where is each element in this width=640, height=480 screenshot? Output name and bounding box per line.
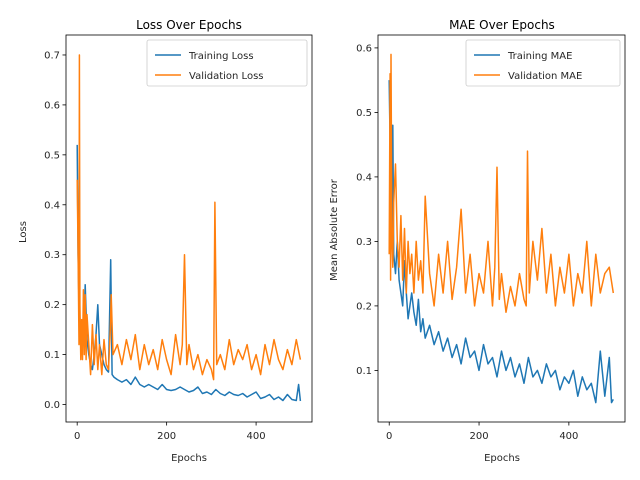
loss-y-tick-label: 0.6 (44, 100, 60, 111)
mae-axes-frame (377, 34, 626, 423)
loss-legend-label: Training Loss (188, 51, 254, 62)
loss-x-tick-label: 200 (157, 431, 176, 442)
loss-series-line-1 (76, 54, 302, 381)
loss-series-line-0 (76, 144, 302, 402)
mae-chart-title: MAE Over Epochs (449, 18, 555, 32)
mae-x-tick-label: 400 (559, 431, 578, 442)
loss-y-tick-label: 0.4 (44, 200, 60, 211)
loss-subplot: Loss Over Epochs Epochs Loss 0 200 4000.00… (18, 18, 313, 464)
loss-x-axis-label: Epochs (171, 453, 207, 464)
loss-y-tick-label: 0.3 (44, 250, 60, 261)
loss-y-tick-label: 0.2 (44, 300, 60, 311)
mae-x-tick-label: 0 (386, 431, 392, 442)
loss-y-tick-label: 0.1 (44, 350, 60, 361)
loss-chart-title: Loss Over Epochs (136, 18, 242, 32)
loss-legend-label: Validation Loss (189, 71, 264, 82)
mae-series-line-1 (388, 53, 615, 314)
mae-series-line-0 (388, 80, 614, 404)
mae-subplot: MAE Over Epochs Epochs Mean Absolute Err… (329, 18, 626, 464)
mae-y-tick-label: 0.6 (356, 43, 372, 54)
loss-ticks: 0 200 400 0.0 0.1 0.2 0.3 0.4 0.5 0.6 0.7 (44, 50, 266, 442)
loss-legend: Training Loss Validation Loss (146, 39, 308, 87)
loss-y-tick-label: 0.7 (44, 50, 60, 61)
mae-y-tick-label: 0.5 (356, 108, 372, 119)
loss-legend-box (146, 39, 308, 87)
mae-legend-label: Training MAE (507, 51, 572, 62)
loss-y-tick-label: 0.0 (44, 400, 60, 411)
mae-y-tick-label: 0.3 (356, 237, 372, 248)
loss-y-axis-label: Loss (18, 221, 29, 243)
mae-x-axis-label: Epochs (484, 453, 520, 464)
mae-y-tick-label: 0.2 (356, 301, 372, 312)
loss-y-tick-label: 0.5 (44, 150, 60, 161)
mae-legend-label: Validation MAE (508, 71, 582, 82)
mae-x-tick-label: 200 (469, 431, 488, 442)
mae-y-tick-label: 0.4 (356, 172, 372, 183)
mae-y-axis-label: Mean Absolute Error (329, 178, 340, 281)
mae-ticks: 0 200 400 0.1 0.2 0.3 0.4 0.5 0.6 (356, 43, 578, 442)
mae-plot-area (388, 53, 615, 404)
loss-x-tick-label: 400 (247, 431, 266, 442)
mae-y-tick-label: 0.1 (356, 366, 372, 377)
loss-plot-area (76, 54, 302, 402)
loss-x-tick-label: 0 (74, 431, 80, 442)
mae-legend: Training MAE Validation MAE (465, 39, 621, 87)
mae-legend-box (465, 39, 621, 87)
loss-axes-frame (65, 34, 313, 423)
